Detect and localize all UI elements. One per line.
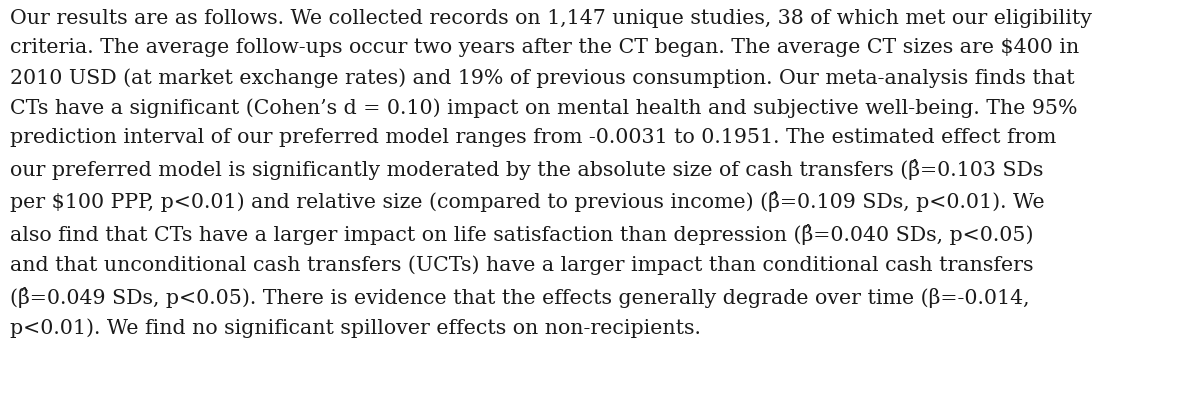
Text: Our results are as follows. We collected records on 1,147 unique studies, 38 of : Our results are as follows. We collected… [10, 9, 1092, 338]
